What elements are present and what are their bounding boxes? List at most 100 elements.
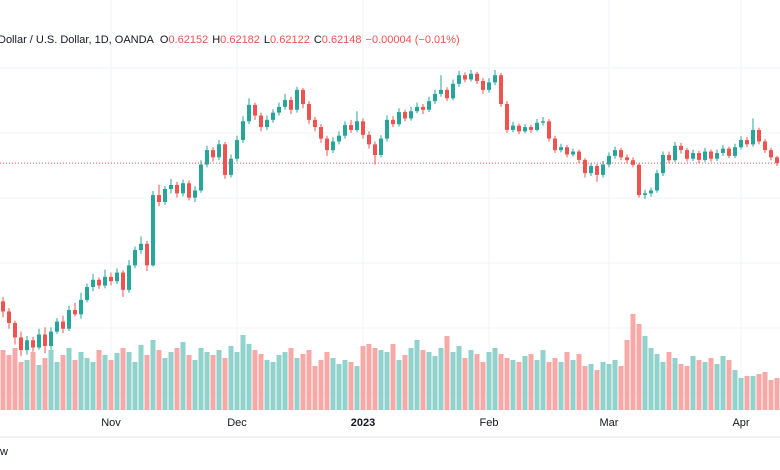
candle-body — [205, 150, 209, 165]
candle-body — [547, 121, 551, 139]
volume-bar — [168, 352, 174, 410]
candle-body — [271, 112, 275, 120]
volume-bar — [264, 360, 270, 410]
volume-bar — [48, 350, 54, 410]
volume-bar — [252, 350, 258, 410]
candle-body — [355, 121, 359, 130]
volume-bar — [480, 362, 486, 410]
candle-body — [337, 135, 341, 142]
volume-bar — [354, 366, 360, 410]
candle-body — [49, 331, 53, 347]
candle-body — [433, 93, 437, 102]
logo-text: w — [0, 446, 8, 458]
candle-body — [613, 150, 617, 156]
ohlc-value: 0.62182 — [220, 34, 260, 46]
x-tick-label: Apr — [732, 417, 749, 429]
volume-bar — [420, 350, 426, 410]
volume-bar — [612, 360, 618, 410]
volume-bar — [714, 364, 720, 410]
candle-body — [409, 111, 413, 119]
candle-body — [37, 334, 41, 348]
volume-bar — [510, 360, 516, 410]
candle-body — [391, 119, 395, 125]
volume-bar — [240, 335, 246, 410]
volume-bar — [132, 362, 138, 410]
candle-body — [277, 106, 281, 113]
candle-body — [451, 83, 455, 99]
candle-body — [331, 141, 335, 151]
volume-bar — [396, 360, 402, 410]
volume-bar — [462, 358, 468, 410]
candle-body — [175, 184, 179, 194]
candle-body — [91, 279, 95, 287]
ohlc-value: 0.62148 — [322, 34, 362, 46]
volume-bar — [258, 354, 264, 410]
candle-body — [103, 276, 107, 286]
volume-bar — [276, 355, 282, 410]
volume-bar — [768, 380, 774, 410]
candle-body — [85, 286, 89, 300]
ohlc-label: C — [314, 34, 322, 46]
volume-bar — [516, 362, 522, 410]
candle-body — [199, 164, 203, 191]
volume-bar — [708, 358, 714, 410]
candle-body — [775, 157, 779, 164]
candle-body — [667, 155, 671, 161]
volume-bar — [438, 348, 444, 410]
candle-body — [229, 158, 233, 175]
candle-body — [517, 125, 521, 132]
candle-body — [151, 195, 155, 266]
candle-body — [187, 183, 191, 198]
candle-body — [19, 337, 23, 351]
volume-bar — [504, 358, 510, 410]
symbol: Dollar / U.S. Dollar, 1D, OANDA — [0, 34, 155, 46]
volume-bar — [684, 366, 690, 410]
volume-bar — [282, 352, 288, 410]
volume-bar — [444, 336, 450, 410]
change: −0.00004 (−0.01%) — [366, 34, 460, 46]
candle-body — [397, 112, 401, 125]
volume-bar — [564, 352, 570, 410]
candle-body — [379, 138, 383, 156]
candle-body — [157, 195, 161, 202]
volume-bar — [606, 364, 612, 410]
volume-bar — [294, 358, 300, 410]
volume-bar — [498, 354, 504, 410]
volume-bar — [660, 362, 666, 410]
candle-body — [745, 140, 749, 145]
volume-bar — [30, 352, 36, 410]
volume-bar — [126, 352, 132, 410]
volume-bar — [720, 356, 726, 410]
candle-body — [115, 272, 119, 282]
volume-bar — [186, 355, 192, 410]
x-tick-label: Dec — [227, 417, 247, 429]
header: Dollar / U.S. Dollar, 1D, OANDA O0.62152 H… — [0, 34, 460, 46]
candle-body — [559, 147, 563, 151]
volume-bar — [330, 358, 336, 410]
candle-body — [283, 99, 287, 107]
candle-body — [1, 301, 5, 312]
candle-body — [253, 104, 257, 116]
candle-body — [475, 73, 479, 81]
volume-bar — [12, 348, 18, 410]
candle-body — [289, 99, 293, 110]
candle-body — [769, 150, 773, 158]
candle-body — [511, 125, 515, 130]
volume-bar — [702, 362, 708, 410]
volume-bar — [234, 352, 240, 410]
volume-bar — [384, 352, 390, 410]
candle-body — [235, 140, 239, 159]
candle-body — [445, 89, 449, 99]
candle-body — [193, 190, 197, 198]
volume-bar — [120, 348, 126, 410]
candle-body — [505, 104, 509, 130]
candle-body — [715, 152, 719, 159]
candle-body — [583, 159, 587, 174]
candle-body — [313, 119, 317, 128]
candle-body — [169, 184, 173, 190]
candle-body — [223, 144, 227, 175]
candle-body — [361, 121, 365, 135]
volume-bar — [144, 355, 150, 410]
candle-body — [589, 165, 593, 174]
